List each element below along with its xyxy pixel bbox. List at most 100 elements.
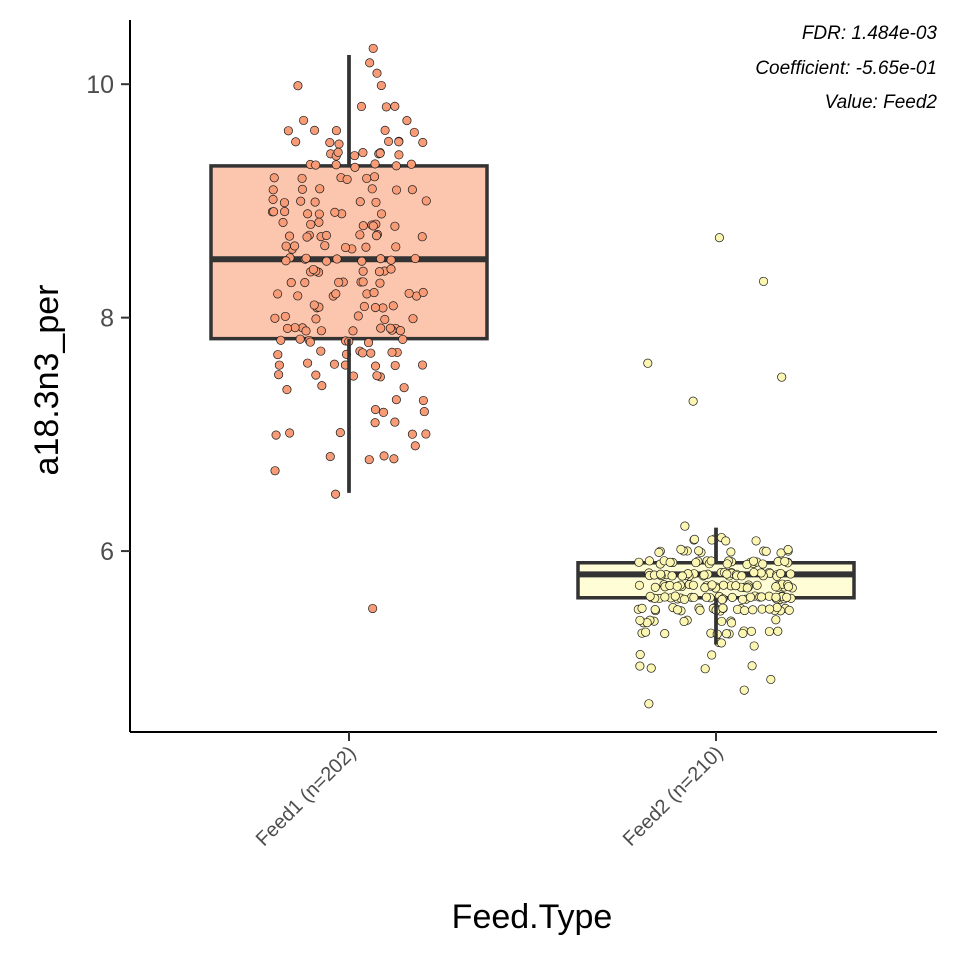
data-point	[369, 288, 379, 298]
data-point	[303, 358, 313, 368]
data-point	[363, 338, 374, 348]
data-point	[284, 231, 295, 241]
data-point	[645, 591, 655, 601]
data-point	[419, 407, 429, 417]
data-point	[784, 605, 794, 615]
data-point	[777, 372, 787, 382]
data-point	[274, 370, 284, 380]
data-point	[353, 311, 363, 321]
data-point	[782, 592, 792, 602]
data-point	[358, 266, 368, 276]
data-point	[676, 544, 686, 554]
y-tick-label: 6	[100, 538, 114, 566]
data-point	[380, 314, 390, 324]
data-point	[726, 547, 736, 557]
data-point	[295, 334, 305, 344]
data-point	[771, 615, 781, 625]
data-point	[333, 147, 343, 157]
data-point	[399, 383, 409, 393]
data-point	[374, 267, 384, 277]
data-point	[372, 68, 382, 78]
data-point	[737, 594, 748, 604]
data-point	[390, 221, 400, 231]
data-point	[727, 592, 737, 603]
data-point	[783, 545, 793, 555]
data-point	[317, 381, 327, 391]
data-point	[332, 254, 342, 264]
data-point	[316, 326, 326, 336]
data-point	[673, 605, 683, 615]
data-point	[386, 255, 396, 265]
data-point	[335, 428, 345, 438]
data-point	[303, 209, 313, 219]
data-point	[378, 407, 389, 417]
data-point	[635, 661, 645, 671]
data-point	[355, 230, 365, 240]
data-point	[286, 278, 296, 288]
data-point	[370, 405, 381, 415]
data-point	[296, 196, 306, 206]
data-point	[771, 582, 781, 592]
data-point	[740, 605, 750, 616]
data-point	[765, 604, 775, 614]
data-point	[691, 558, 701, 568]
data-point	[761, 546, 771, 556]
data-point	[688, 396, 698, 406]
data-point	[699, 570, 709, 580]
data-point	[308, 264, 318, 275]
data-point	[293, 81, 303, 91]
data-point	[389, 454, 399, 464]
data-point	[635, 649, 645, 660]
data-point	[370, 418, 380, 428]
data-point	[759, 276, 769, 286]
data-point	[634, 557, 644, 567]
data-point	[650, 604, 660, 615]
data-point	[756, 592, 767, 602]
data-point	[746, 626, 757, 636]
data-point	[361, 242, 371, 252]
data-point	[402, 116, 412, 126]
data-point	[364, 455, 374, 465]
data-point	[776, 568, 786, 579]
data-point	[350, 151, 360, 161]
data-point	[689, 592, 699, 603]
data-point	[410, 253, 420, 264]
data-point	[717, 595, 727, 605]
data-point	[273, 289, 283, 299]
annotation-coefficient: Coefficient: -5.65e-01	[755, 58, 937, 79]
data-point	[280, 311, 290, 321]
data-point	[358, 277, 368, 287]
data-point	[300, 277, 310, 288]
data-point	[309, 300, 319, 310]
data-point	[348, 326, 358, 336]
data-point	[707, 650, 717, 660]
data-point	[394, 137, 404, 147]
data-point	[771, 592, 781, 602]
data-point	[372, 371, 382, 381]
data-point	[282, 323, 293, 333]
data-point	[314, 217, 324, 227]
data-point	[717, 616, 727, 626]
data-point	[285, 428, 295, 438]
data-point	[268, 194, 278, 205]
data-point	[388, 301, 398, 311]
data-point	[376, 80, 386, 91]
data-point	[281, 256, 291, 266]
data-point	[660, 629, 670, 639]
data-point	[749, 641, 759, 651]
data-point	[268, 185, 278, 195]
data-point	[634, 580, 645, 590]
data-point	[383, 136, 394, 147]
data-point	[368, 43, 378, 53]
data-point	[311, 314, 321, 324]
data-point	[670, 591, 680, 601]
data-point	[371, 231, 382, 241]
data-point	[299, 115, 309, 125]
data-point	[421, 429, 431, 439]
data-point	[748, 605, 758, 615]
data-point	[331, 289, 341, 299]
data-point	[302, 232, 312, 242]
data-point	[306, 219, 316, 229]
data-point	[342, 174, 352, 184]
data-point	[305, 337, 315, 347]
